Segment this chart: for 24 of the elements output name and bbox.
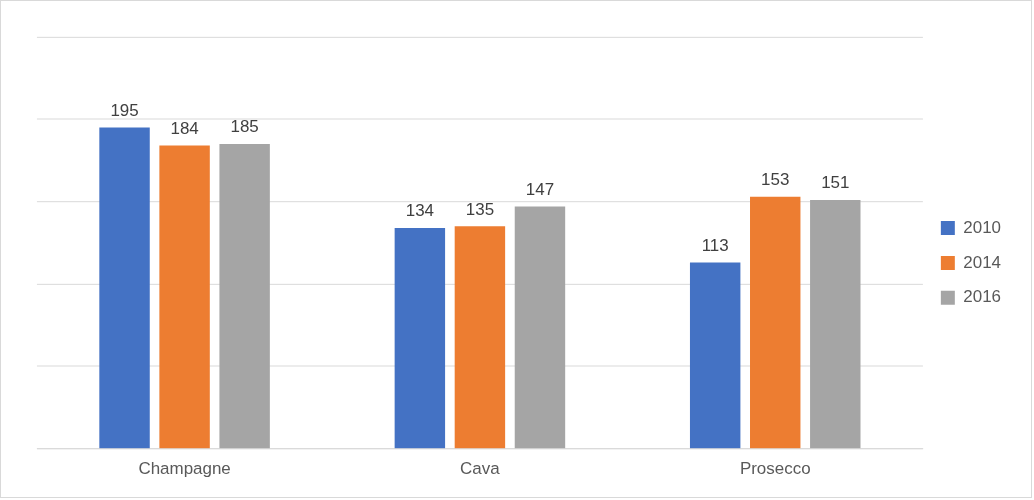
bar — [750, 196, 801, 449]
x-tick-label: Champagne — [138, 458, 231, 478]
bar — [514, 206, 566, 449]
data-label: 184 — [170, 118, 199, 138]
data-label: 147 — [525, 179, 555, 199]
bar — [689, 262, 741, 449]
bar — [394, 227, 446, 449]
data-label: 135 — [465, 199, 495, 219]
data-label: 153 — [761, 169, 790, 189]
data-label: 151 — [821, 173, 850, 193]
bar — [810, 199, 861, 449]
legend-label: 2010 — [963, 217, 1002, 237]
legend-label: 2014 — [963, 252, 1002, 272]
bar — [159, 145, 210, 449]
bar — [454, 226, 506, 449]
data-label: 185 — [230, 117, 259, 137]
legend-label: 2016 — [963, 287, 1002, 307]
x-tick-label: Cava — [460, 458, 501, 478]
bar — [99, 127, 150, 449]
data-label: 113 — [701, 235, 729, 255]
data-label: 195 — [110, 100, 139, 120]
x-tick-label: Prosecco — [739, 458, 811, 478]
bar — [219, 143, 270, 449]
data-label: 134 — [405, 201, 435, 221]
